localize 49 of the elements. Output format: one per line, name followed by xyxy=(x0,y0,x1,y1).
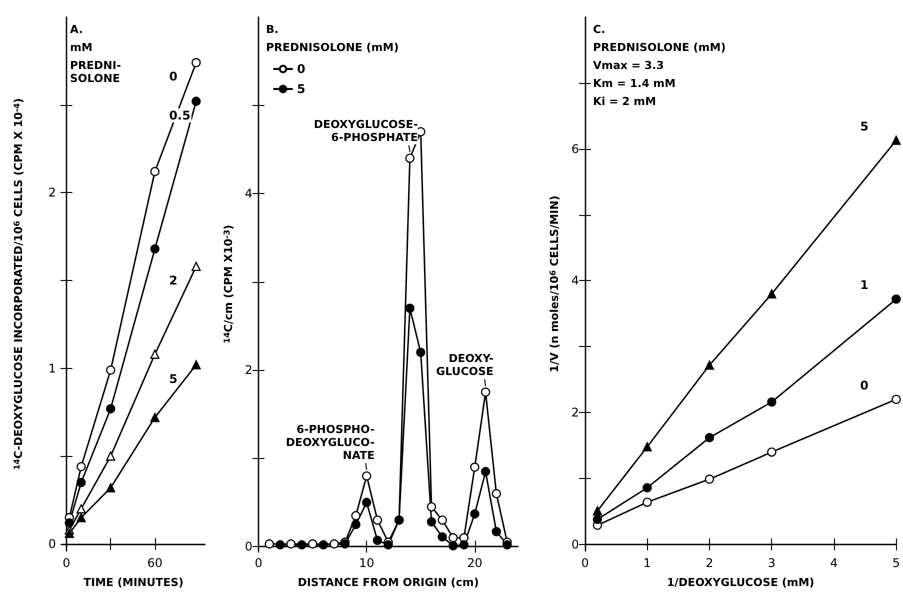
annotation: PREDNISOLONE (mM) xyxy=(593,41,726,54)
annotation: DEOXYGLUCOSE- 6-PHOSPHATE xyxy=(314,118,418,144)
x-axis-title: TIME (MINUTES) xyxy=(83,576,184,589)
x-tick-label: 5 xyxy=(892,556,900,570)
x-axis-title: 1/DEOXYGLUCOSE (mM) xyxy=(666,576,814,589)
text: 5 xyxy=(860,119,869,134)
series-label: 1 xyxy=(860,278,869,292)
x-tick-label: 0 xyxy=(62,556,70,570)
annotation: mM xyxy=(70,41,92,54)
series-label: 0 xyxy=(860,378,869,392)
y-tick-label: 0 xyxy=(244,540,253,554)
series-label: 0 xyxy=(169,70,178,84)
y-tick-label: 4 xyxy=(244,186,253,201)
x-tick-label: 3 xyxy=(768,556,776,570)
y-tick-label: 2 xyxy=(571,406,579,420)
annotation: Km = 1.4 mM xyxy=(593,77,676,90)
x-tick-label: 20 xyxy=(467,556,482,570)
legend-label: 0 xyxy=(297,62,306,76)
y-tick-label: 0 xyxy=(571,537,579,552)
y-tick-label: 0 xyxy=(48,536,56,551)
x-tick-label: 2 xyxy=(706,556,714,570)
legend-title: PREDNISOLONE (mM) xyxy=(266,41,399,54)
y-axis-title: 14C/cm (CPM X10-3) xyxy=(222,224,235,344)
y-axis-title: 14C-DEOXYGLUCOSE INCORPORATED/106 CELLS (CPM X 10-4) xyxy=(12,98,25,470)
y-tick-label: 1 xyxy=(48,361,56,376)
annotation: PREDNI- SOLONE xyxy=(70,59,122,85)
annotation: B. xyxy=(266,23,279,36)
y-tick-label: 6 xyxy=(571,142,579,156)
x-tick-label: 0 xyxy=(581,556,589,570)
series-label: 0.5 xyxy=(169,108,190,122)
y-tick-label: 2 xyxy=(244,363,253,378)
series-label: 2 xyxy=(169,273,178,288)
series-label: 5 xyxy=(169,372,178,386)
annotation: A. xyxy=(70,23,83,36)
annotation: Ki = 2 mM xyxy=(593,95,656,108)
legend-label: 5 xyxy=(297,82,306,96)
annotation: 6-PHOSPHO- DEOXYGLUCO- NATE xyxy=(286,422,375,462)
x-tick-label: 4 xyxy=(830,556,838,570)
annotation: Vmax = 3.3 xyxy=(593,59,664,72)
x-axis-title: DISTANCE FROM ORIGIN (cm) xyxy=(298,576,479,589)
x-tick-label: 10 xyxy=(359,556,374,570)
x-tick-label: 1 xyxy=(643,556,652,570)
annotation: DEOXY- GLUCOSE xyxy=(436,352,494,378)
x-tick-label: 60 xyxy=(147,556,163,570)
y-tick-label: 2 xyxy=(48,186,56,200)
y-tick-label: 4 xyxy=(571,274,579,288)
annotation: C. xyxy=(593,23,606,36)
y-axis-title: 1/V (n moles/106 CELLS/MIN) xyxy=(548,195,561,373)
x-tick-label: 0 xyxy=(254,556,262,570)
